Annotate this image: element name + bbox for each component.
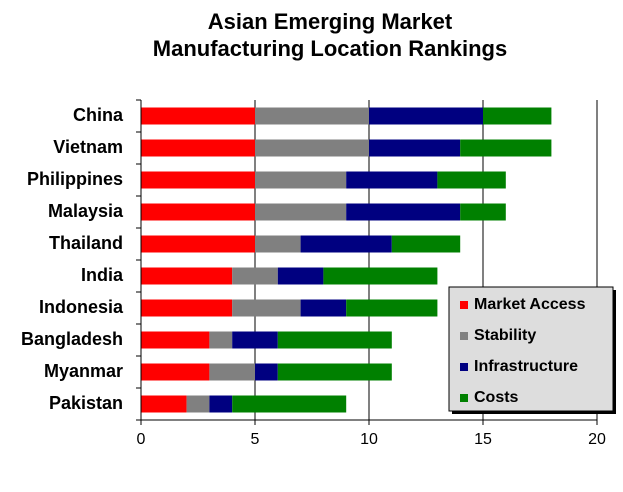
legend-swatch bbox=[460, 363, 468, 371]
bar bbox=[232, 395, 347, 413]
bar bbox=[255, 363, 278, 381]
bar bbox=[141, 363, 210, 381]
bar bbox=[277, 267, 324, 285]
legend-label: Infrastructure bbox=[474, 358, 578, 375]
bar bbox=[209, 363, 255, 381]
bar bbox=[346, 203, 461, 221]
y-tick-label: Pakistan bbox=[49, 393, 123, 413]
bar bbox=[346, 171, 438, 189]
bar bbox=[209, 331, 233, 349]
bar bbox=[369, 139, 461, 157]
x-tick-label: 5 bbox=[251, 431, 260, 448]
legend-swatch bbox=[460, 394, 468, 402]
bar bbox=[232, 331, 278, 349]
bar bbox=[141, 107, 255, 125]
bar bbox=[141, 203, 255, 221]
legend-label: Stability bbox=[474, 327, 536, 344]
y-tick-label: Philippines bbox=[27, 169, 123, 189]
y-tick-label: Myanmar bbox=[44, 361, 123, 381]
bar bbox=[141, 395, 187, 413]
y-tick-label: Malaysia bbox=[48, 201, 124, 221]
bar bbox=[277, 331, 392, 349]
y-tick-label: India bbox=[81, 265, 124, 285]
bar bbox=[300, 235, 392, 253]
bar bbox=[437, 171, 506, 189]
x-tick-label: 0 bbox=[137, 431, 146, 448]
bar bbox=[255, 203, 347, 221]
bar bbox=[232, 267, 278, 285]
x-tick-label: 20 bbox=[588, 431, 606, 448]
bar bbox=[369, 107, 483, 125]
bar bbox=[255, 235, 301, 253]
bar bbox=[141, 299, 233, 317]
y-tick-label: China bbox=[73, 105, 124, 125]
bar bbox=[277, 363, 392, 381]
legend-label: Costs bbox=[474, 389, 519, 406]
legend-label: Market Access bbox=[474, 296, 586, 313]
legend bbox=[448, 286, 614, 412]
x-tick-label: 15 bbox=[474, 431, 492, 448]
legend-swatch bbox=[460, 301, 468, 309]
bar bbox=[141, 331, 210, 349]
bar bbox=[255, 171, 347, 189]
y-tick-label: Thailand bbox=[49, 233, 123, 253]
chart-title: Asian Emerging Market Manufacturing Loca… bbox=[152, 9, 508, 61]
bar bbox=[391, 235, 461, 253]
bar bbox=[255, 139, 369, 157]
bar bbox=[255, 107, 369, 125]
bar bbox=[186, 395, 210, 413]
bar bbox=[460, 139, 552, 157]
y-tick-label: Indonesia bbox=[39, 297, 124, 317]
bar bbox=[209, 395, 233, 413]
bar bbox=[141, 171, 255, 189]
y-tick-label: Vietnam bbox=[53, 137, 123, 157]
x-tick-label: 10 bbox=[360, 431, 378, 448]
bar bbox=[141, 139, 255, 157]
legend-swatch bbox=[460, 332, 468, 340]
bar bbox=[232, 299, 301, 317]
bar bbox=[483, 107, 552, 125]
bar bbox=[300, 299, 347, 317]
bar bbox=[460, 203, 506, 221]
y-tick-label: Bangladesh bbox=[21, 329, 123, 349]
bar bbox=[141, 235, 255, 253]
bar bbox=[141, 267, 233, 285]
bar bbox=[346, 299, 438, 317]
bar bbox=[323, 267, 438, 285]
